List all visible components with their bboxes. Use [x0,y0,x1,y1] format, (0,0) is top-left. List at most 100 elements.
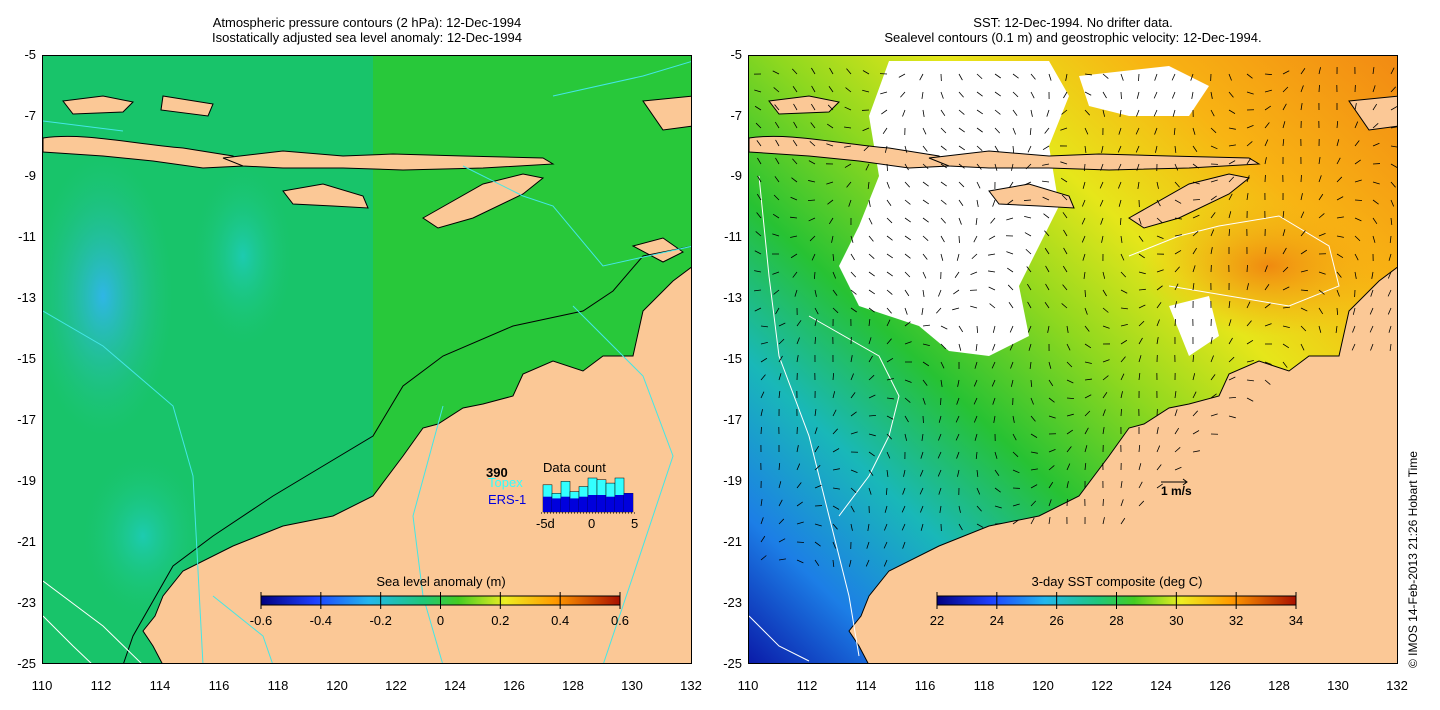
velocity-vector [1153,109,1158,117]
velocity-vector [958,343,962,351]
velocity-vector [1300,211,1305,219]
velocity-vector [1138,304,1146,309]
velocity-vector [832,428,838,435]
velocity-vector [1066,429,1074,435]
velocity-vector [1025,163,1032,170]
velocity-vector [755,231,762,237]
velocity-vector [1336,271,1342,278]
velocity-vector [1156,199,1161,207]
velocity-vector [813,271,816,280]
velocity-vector [886,271,893,277]
velocity-vector [1246,124,1254,129]
velocity-vector [846,181,852,188]
velocity-vector [1102,91,1107,99]
velocity-vector [921,307,924,315]
velocity-vector [1246,73,1253,79]
velocity-vector [973,415,978,423]
x-tick: 110 [737,678,759,693]
x-tick: 126 [1209,678,1231,693]
velocity-vector [1246,283,1249,291]
velocity-vector [1390,86,1396,93]
velocity-vector [904,217,911,223]
velocity-vector [1318,325,1322,333]
velocity-vector [775,139,780,147]
velocity-vector [1135,127,1140,135]
y-tick: -13 [723,290,742,305]
velocity-vector [1210,247,1213,255]
velocity-vector [937,451,942,459]
velocity-vector [862,70,870,75]
java-island [43,135,245,169]
right-colorbar-title: 3-day SST composite (deg C) [1032,574,1203,589]
velocity-vector [1210,374,1216,381]
velocity-vector [1192,391,1197,399]
velocity-vector [1027,325,1032,333]
velocity-vector [1010,361,1014,369]
y-tick: -7 [730,108,742,123]
velocity-vector [958,325,964,333]
velocity-vector [1120,481,1123,489]
velocity-vector [1048,361,1052,369]
velocity-vector [958,181,965,188]
velocity-vector [1336,253,1344,258]
velocity-vector [922,253,928,260]
pressure-contour [212,595,273,663]
cloud-mask [1079,66,1209,116]
x-tick: 112 [90,678,112,693]
velocity-vector [760,426,762,435]
velocity-vector [970,305,978,309]
velocity-vector [1066,463,1071,471]
velocity-vector [1138,481,1143,489]
velocity-vector [772,271,780,275]
velocity-vector [1174,234,1182,237]
velocity-vector [939,505,942,513]
velocity-vector [832,391,836,399]
velocity-vector [903,469,906,477]
pressure-contour [552,61,691,97]
velocity-vector [1006,217,1014,221]
velocity-vector [1030,451,1038,454]
velocity-vector [1084,73,1092,76]
velocity-vector [976,181,981,189]
velocity-vector [796,445,799,453]
velocity-vector [808,217,816,222]
velocity-vector [900,91,906,98]
velocity-vector [808,160,816,165]
velocity-vector [1066,413,1074,417]
velocity-vector [1174,447,1181,453]
x-tick: 116 [914,678,936,693]
velocity-vector [940,379,943,387]
velocity-vector [993,415,996,423]
velocity-vector [1282,325,1290,328]
velocity-vector [1042,145,1050,150]
hist-label-zero: 0 [588,516,595,531]
australia-landmass [142,266,691,663]
velocity-vector [832,487,840,490]
velocity-vector [1351,343,1356,351]
y-tick: -7 [24,108,36,123]
velocity-vector [991,361,996,369]
velocity-vector [976,199,979,207]
velocity-vector [953,289,960,295]
velocity-vector [958,163,965,169]
velocity-vector [976,163,982,170]
velocity-vector [778,391,781,399]
velocity-vector [1063,91,1068,99]
ers1-bar [606,496,615,512]
velocity-vector [868,469,874,476]
velocity-vector [1044,230,1050,237]
ers1-label: ERS-1 [488,492,526,507]
velocity-vector [1024,215,1032,219]
velocity-vector [1138,444,1141,453]
velocity-vector [1028,343,1032,351]
velocity-vector [1246,397,1254,402]
velocity-vector [952,307,960,311]
velocity-vector [1336,307,1339,316]
x-tick: 122 [1091,678,1113,693]
velocity-vector [794,289,798,297]
velocity-vector [1102,73,1109,79]
colorbar-tick-label: 0 [437,613,444,628]
velocity-vector [1174,250,1182,255]
pressure-contour [412,405,444,663]
velocity-vector [885,487,888,496]
